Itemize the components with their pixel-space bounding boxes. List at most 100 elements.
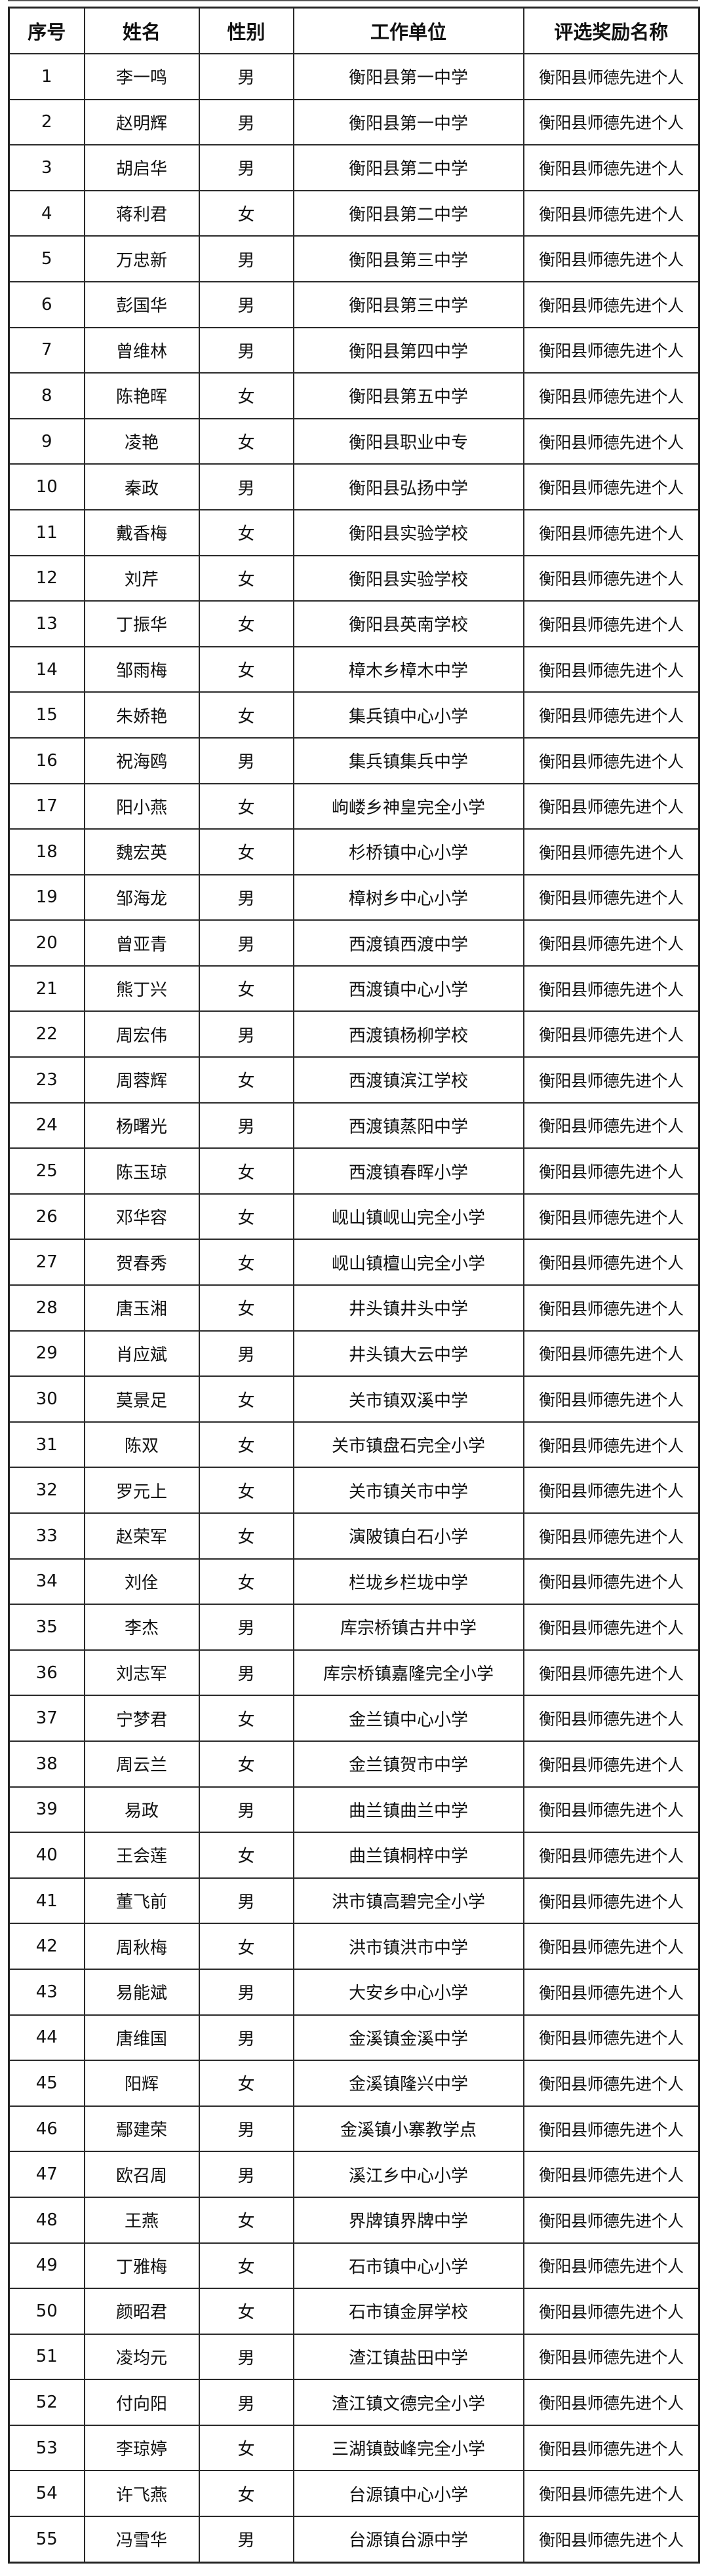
table-row: 28 唐玉湘女井头镇井头中学 衡阳县师德先进个人 <box>8 1284 700 1332</box>
cell-index: 31 <box>8 1421 85 1469</box>
cell-name: 陈双 <box>83 1421 200 1469</box>
cell-index: 26 <box>8 1193 85 1240</box>
cell-gender: 男 <box>198 1786 294 1834</box>
cell-award: 衡阳县师德先进个人 <box>522 235 700 282</box>
cell-name: 熊丁兴 <box>83 965 200 1012</box>
cell-index: 50 <box>8 2288 85 2335</box>
table-row: 43 易能斌男大安乡中心小学 衡阳县师德先进个人 <box>8 1968 700 2016</box>
cell-award: 衡阳县师德先进个人 <box>522 600 700 647</box>
cell-index: 20 <box>8 919 85 967</box>
cell-name: 邹海龙 <box>83 874 200 921</box>
cell-gender: 女 <box>198 965 294 1012</box>
table-row: 51 凌均元男渣江镇盐田中学 衡阳县师德先进个人 <box>8 2333 700 2381</box>
cell-name: 冯雪华 <box>83 2516 200 2564</box>
cell-name: 朱娇艳 <box>83 691 200 739</box>
cell-workplace: 关市镇双溪中学 <box>292 1375 524 1423</box>
cell-index: 53 <box>8 2424 85 2472</box>
cell-index: 5 <box>8 235 85 282</box>
header-workplace: 工作单位 <box>292 7 524 54</box>
cell-workplace: 金溪镇隆兴中学 <box>292 2060 524 2107</box>
cell-name: 许飞燕 <box>83 2470 200 2518</box>
cell-index: 8 <box>8 372 85 419</box>
cell-award: 衡阳县师德先进个人 <box>522 2288 700 2335</box>
cell-name: 曾亚青 <box>83 919 200 967</box>
table-row: 2 赵明辉男衡阳县第一中学 衡阳县师德先进个人 <box>8 98 700 146</box>
cell-award: 衡阳县师德先进个人 <box>522 1375 700 1423</box>
cell-name: 丁振华 <box>83 600 200 647</box>
cell-award: 衡阳县师德先进个人 <box>522 1740 700 1788</box>
cell-award: 衡阳县师德先进个人 <box>522 1056 700 1104</box>
table-row: 9 凌艳女衡阳县职业中专 衡阳县师德先进个人 <box>8 417 700 465</box>
cell-name: 莫景足 <box>83 1375 200 1423</box>
cell-gender: 男 <box>198 1968 294 2016</box>
cell-name: 李琼婷 <box>83 2424 200 2472</box>
table-row: 50 颜昭君女石市镇金屏学校 衡阳县师德先进个人 <box>8 2288 700 2335</box>
table-row: 17 阳小燕女岣嵝乡神皇完全小学 衡阳县师德先进个人 <box>8 782 700 830</box>
cell-gender: 女 <box>198 2470 294 2518</box>
top-divider <box>8 0 698 1</box>
table-row: 31 陈双女关市镇盘石完全小学 衡阳县师德先进个人 <box>8 1421 700 1469</box>
table-row: 45 阳辉女金溪镇隆兴中学 衡阳县师德先进个人 <box>8 2060 700 2107</box>
table-row: 4 蒋利君女衡阳县第二中学 衡阳县师德先进个人 <box>8 189 700 237</box>
cell-gender: 女 <box>198 1056 294 1104</box>
cell-workplace: 衡阳县第五中学 <box>292 372 524 419</box>
cell-award: 衡阳县师德先进个人 <box>522 1558 700 1605</box>
cell-name: 丁雅梅 <box>83 2242 200 2290</box>
cell-name: 唐维国 <box>83 2014 200 2062</box>
cell-index: 21 <box>8 965 85 1012</box>
cell-name: 王会莲 <box>83 1832 200 1879</box>
cell-award: 衡阳县师德先进个人 <box>522 645 700 693</box>
table-row: 15 朱娇艳女集兵镇中心小学 衡阳县师德先进个人 <box>8 691 700 739</box>
cell-workplace: 衡阳县第一中学 <box>292 98 524 146</box>
cell-gender: 男 <box>198 1102 294 1149</box>
cell-gender: 男 <box>198 2151 294 2198</box>
cell-workplace: 衡阳县第二中学 <box>292 144 524 191</box>
cell-index: 11 <box>8 509 85 556</box>
cell-name: 贺春秀 <box>83 1239 200 1286</box>
cell-gender: 女 <box>198 509 294 556</box>
cell-award: 衡阳县师德先进个人 <box>522 509 700 556</box>
cell-index: 54 <box>8 2470 85 2518</box>
cell-gender: 女 <box>198 600 294 647</box>
table-row: 39 易政男曲兰镇曲兰中学 衡阳县师德先进个人 <box>8 1786 700 1834</box>
cell-index: 9 <box>8 417 85 465</box>
cell-workplace: 大安乡中心小学 <box>292 1968 524 2016</box>
cell-award: 衡阳县师德先进个人 <box>522 782 700 830</box>
cell-name: 戴香梅 <box>83 509 200 556</box>
cell-index: 19 <box>8 874 85 921</box>
cell-index: 24 <box>8 1102 85 1149</box>
table-row: 22 周宏伟男西渡镇杨柳学校 衡阳县师德先进个人 <box>8 1010 700 1058</box>
table-row: 3 胡启华男衡阳县第二中学 衡阳县师德先进个人 <box>8 144 700 191</box>
table-row: 33 赵荣军女演陂镇白石小学 衡阳县师德先进个人 <box>8 1512 700 1560</box>
cell-award: 衡阳县师德先进个人 <box>522 372 700 419</box>
table-row: 48 王燕女界牌镇界牌中学 衡阳县师德先进个人 <box>8 2196 700 2244</box>
cell-gender: 女 <box>198 1695 294 1742</box>
table-row: 55 冯雪华男台源镇台源中学 衡阳县师德先进个人 <box>8 2516 700 2564</box>
cell-gender: 女 <box>198 189 294 237</box>
cell-workplace: 西渡镇杨柳学校 <box>292 1010 524 1058</box>
cell-index: 42 <box>8 1923 85 1970</box>
cell-workplace: 关市镇关市中学 <box>292 1467 524 1514</box>
cell-gender: 女 <box>198 2196 294 2244</box>
cell-workplace: 西渡镇西渡中学 <box>292 919 524 967</box>
cell-gender: 男 <box>198 53 294 100</box>
cell-index: 46 <box>8 2105 85 2153</box>
cell-workplace: 井头镇井头中学 <box>292 1284 524 1332</box>
cell-workplace: 衡阳县弘扬中学 <box>292 463 524 510</box>
cell-index: 10 <box>8 463 85 510</box>
cell-award: 衡阳县师德先进个人 <box>522 828 700 875</box>
cell-name: 阳辉 <box>83 2060 200 2107</box>
cell-workplace: 溪江乡中心小学 <box>292 2151 524 2198</box>
cell-name: 鄢建荣 <box>83 2105 200 2153</box>
table-row: 20 曾亚青男西渡镇西渡中学 衡阳县师德先进个人 <box>8 919 700 967</box>
cell-award: 衡阳县师德先进个人 <box>522 1421 700 1469</box>
cell-index: 55 <box>8 2516 85 2564</box>
cell-name: 胡启华 <box>83 144 200 191</box>
cell-index: 25 <box>8 1147 85 1195</box>
cell-workplace: 衡阳县实验学校 <box>292 554 524 602</box>
table-header-row: 序号 姓名 性别 工作单位 评选奖励名称 <box>8 7 700 54</box>
cell-index: 38 <box>8 1740 85 1788</box>
cell-index: 39 <box>8 1786 85 1834</box>
cell-award: 衡阳县师德先进个人 <box>522 1102 700 1149</box>
cell-workplace: 樟木乡樟木中学 <box>292 645 524 693</box>
